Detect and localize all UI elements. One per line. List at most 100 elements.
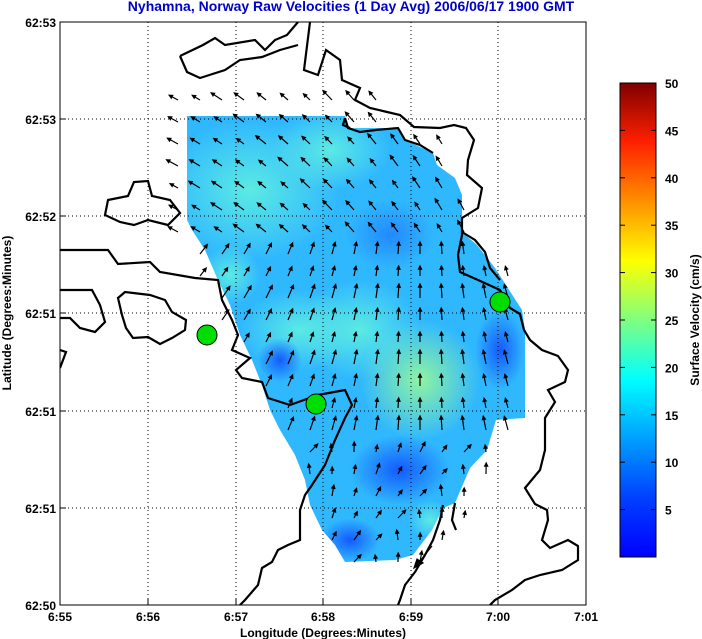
velocity-arrow-head — [331, 265, 337, 271]
velocity-arrow-head — [246, 308, 251, 315]
velocity-arrow-head — [395, 330, 401, 336]
velocity-arrow-head — [366, 132, 373, 139]
velocity-arrow-head — [421, 488, 428, 494]
velocity-arrow-head — [345, 89, 351, 96]
velocity-arrow-head — [345, 199, 351, 206]
velocity-arrow-head — [310, 241, 316, 248]
velocity-arrow-head — [412, 176, 417, 182]
velocity-arrow-head — [481, 282, 487, 289]
velocity-arrow-head — [210, 92, 216, 97]
velocity-arrow-head — [331, 373, 337, 379]
velocity-arrow-head — [328, 442, 334, 449]
velocity-arrow-head — [309, 331, 315, 337]
velocity-arrow-head — [374, 330, 380, 337]
station-marker — [196, 324, 218, 346]
velocity-arrow-head — [457, 198, 463, 204]
velocity-arrow-head — [460, 240, 466, 247]
velocity-arrow-head — [310, 349, 316, 356]
velocity-arrow-head — [301, 135, 307, 141]
velocity-arrow-head — [356, 553, 362, 560]
velocity-arrow-head — [374, 348, 380, 355]
velocity-arrow-head — [439, 330, 445, 336]
velocity-arrow-head — [233, 180, 240, 186]
velocity-arrow-head — [277, 135, 284, 141]
x-tick-labels: 6:55 6:56 6:57 6:58 6:59 7:00 7:01 — [48, 610, 598, 624]
velocity-arrow-head — [460, 264, 466, 271]
velocity-arrow-head — [396, 240, 402, 246]
velocity-arrow-head — [368, 200, 374, 206]
velocity-arrow-head — [324, 114, 331, 120]
velocity-arrow-head — [436, 223, 442, 229]
velocity-arrow-head — [374, 282, 380, 289]
velocity-arrow-head — [352, 264, 358, 271]
velocity-arrow-head — [268, 350, 273, 356]
y-tick-label: 62:51 — [25, 502, 56, 516]
velocity-arrow-head — [331, 397, 337, 403]
velocity-arrow-head — [462, 509, 467, 516]
velocity-arrow-head — [331, 507, 337, 513]
velocity-arrow-head — [187, 180, 194, 186]
velocity-arrow-head — [289, 415, 295, 422]
velocity-arrow-head — [439, 506, 445, 512]
colorbar: 5 10 15 20 25 30 35 40 45 50 Surface Velocity (cm… — [619, 77, 702, 558]
velocity-arrow-head — [391, 179, 397, 186]
velocity-arrow-head — [438, 306, 444, 312]
colorbar-tick-label: 35 — [665, 219, 679, 233]
velocity-arrow-head — [310, 307, 316, 314]
velocity-arrow-head — [201, 267, 207, 273]
velocity-arrow-head — [203, 243, 209, 250]
velocity-arrow-head — [168, 94, 174, 100]
velocity-arrow-head — [503, 397, 509, 403]
radar-stations — [196, 291, 511, 415]
velocity-arrow-head — [225, 285, 231, 291]
velocity-arrow-head — [246, 242, 251, 249]
velocity-arrow-head — [300, 156, 306, 163]
velocity-arrow-head — [435, 176, 440, 183]
velocity-arrow-head — [418, 549, 424, 556]
velocity-arrow-head — [442, 467, 448, 474]
velocity-arrow-head — [466, 443, 472, 450]
velocity-arrow-head — [416, 508, 422, 515]
velocity-arrow-head — [210, 202, 216, 207]
velocity-arrow-head — [345, 178, 352, 185]
velocity-arrow-head — [255, 113, 262, 119]
velocity-arrow-head — [395, 551, 401, 557]
y-axis-label: Latitude (Degrees:Minutes) — [0, 236, 14, 391]
velocity-arrow-head — [374, 264, 380, 271]
velocity-arrow-head — [397, 465, 403, 472]
velocity-arrow-head — [256, 202, 262, 208]
velocity-arrow-head — [421, 464, 427, 471]
velocity-arrow-head — [331, 241, 337, 247]
velocity-arrow-head — [481, 414, 487, 421]
velocity-arrow-head — [417, 348, 423, 354]
velocity-arrow-head — [414, 201, 420, 208]
velocity-arrow-head — [313, 443, 319, 449]
velocity-arrow-head — [278, 223, 285, 230]
velocity-arrow-head — [322, 199, 328, 206]
velocity-arrow-head — [331, 307, 337, 313]
velocity-arrow-head — [412, 558, 425, 570]
x-tick-label: 6:58 — [311, 610, 335, 624]
velocity-arrow-head — [377, 533, 383, 539]
velocity-arrow-head — [344, 221, 350, 227]
velocity-arrow-head — [368, 179, 375, 185]
velocity-arrow-head — [165, 159, 172, 164]
velocity-arrow-head — [353, 414, 359, 421]
velocity-arrow-head — [302, 202, 308, 209]
velocity-arrow-head — [367, 221, 373, 228]
velocity-arrow-head — [232, 113, 238, 119]
velocity-arrow-head — [457, 219, 462, 226]
x-tick-label: 6:56 — [136, 610, 160, 624]
velocity-arrow-head — [483, 461, 489, 467]
velocity-arrow-head — [245, 266, 250, 272]
velocity-arrow-head — [330, 483, 336, 490]
velocity-arrow-head — [289, 349, 295, 356]
velocity-arrow-head — [235, 137, 242, 143]
velocity-arrow-head — [306, 462, 312, 469]
velocity-arrow-head — [417, 330, 423, 336]
velocity-arrow-head — [191, 94, 197, 100]
velocity-arrow-head — [331, 331, 337, 337]
colorbar-tick-label: 45 — [665, 124, 679, 138]
velocity-arrow-head — [356, 529, 362, 536]
velocity-arrow-head — [234, 159, 241, 165]
